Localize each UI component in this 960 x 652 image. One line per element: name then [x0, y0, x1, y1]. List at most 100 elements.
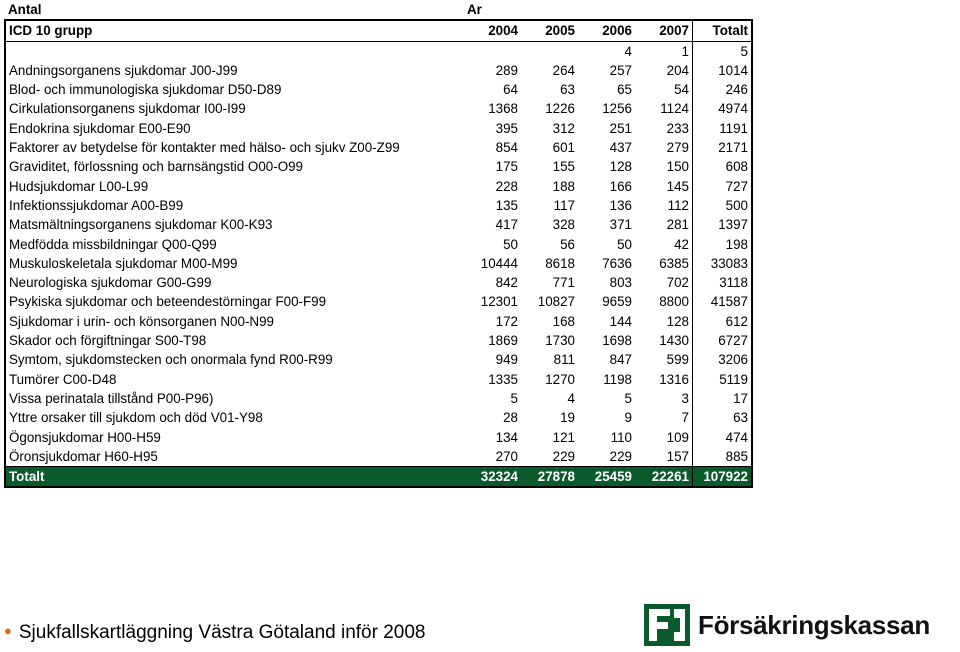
row-value: 257 — [609, 62, 632, 78]
table-row: Medfödda missbildningar Q00-Q99 50 56 50 42 1… — [4, 234, 753, 254]
row-value: 1698 — [602, 333, 632, 349]
row-value: 109 — [635, 427, 693, 447]
row-value: 175 — [495, 159, 518, 175]
row-value: 56 — [560, 236, 575, 252]
bullet-icon: ● — [4, 623, 12, 638]
row-value: 1730 — [545, 333, 575, 349]
row-value: 5 — [510, 390, 518, 406]
row-value: 437 — [609, 140, 632, 156]
table-row: Skador och förgiftningar S00-T98 1869 1730… — [4, 331, 753, 351]
table-row: Matsmältningsorganens sjukdomar K00-K93 4… — [4, 215, 753, 235]
row-label: Graviditet, förlossning och barnsängstid… — [4, 157, 464, 177]
row-value — [521, 41, 578, 61]
row-value: 128 — [609, 159, 632, 175]
table-header-row: ICD 10 grupp 2004 2005 2006 2007 Totalt — [4, 19, 753, 42]
row-value: 842 — [495, 275, 518, 291]
row-label: Medfödda missbildningar Q00-Q99 — [4, 234, 464, 254]
row-value: 1430 — [635, 331, 693, 351]
table-row: Faktorer av betydelse för kontakter med … — [4, 138, 753, 158]
row-value: 229 — [552, 448, 575, 464]
row-value: 135 — [495, 197, 518, 213]
total-row: Totalt 32324 27878 25459 22261 107922 — [4, 466, 753, 489]
row-value: 885 — [692, 446, 753, 467]
icd-statistics-table: Antal Ar ICD 10 grupp 2004 2005 2006 200… — [4, 0, 753, 489]
table-row: Tumörer C00-D48 1335 1270 1198 1316 5119 — [4, 369, 753, 389]
count-label: Antal — [8, 2, 42, 17]
header-2006: 2006 — [578, 19, 635, 42]
total-label: Totalt — [4, 466, 464, 489]
table-row: Andningsorganens sjukdomar J00-J99 289 264… — [4, 60, 753, 81]
forsakringskassan-logo-icon — [644, 604, 690, 646]
row-value: 50 — [503, 236, 518, 252]
row-value: 3118 — [692, 273, 753, 293]
row-value: 6385 — [635, 253, 693, 274]
row-value: 1256 — [602, 101, 632, 117]
row-value: 54 — [635, 80, 693, 100]
row-value: 608 — [692, 157, 753, 177]
row-label: Endokrina sjukdomar E00-E90 — [4, 118, 464, 139]
table-row: Blod- och immunologiska sjukdomar D50-D8… — [4, 80, 753, 100]
row-value: 168 — [552, 313, 575, 329]
row-value: 371 — [609, 217, 632, 233]
header-2004: 2004 — [464, 19, 521, 42]
row-label: Andningsorganens sjukdomar J00-J99 — [4, 60, 464, 81]
row-value: 150 — [635, 157, 693, 177]
row-value: 2171 — [692, 138, 753, 158]
row-value: 157 — [635, 446, 693, 467]
row-value: 17 — [692, 388, 753, 409]
table-row: Cirkulationsorganens sjukdomar I00-I99 13… — [4, 99, 753, 119]
row-value: 1014 — [692, 60, 753, 81]
table-row: Ögonsjukdomar H00-H59 134 121 110 109 474 — [4, 427, 753, 447]
row-value: 417 — [495, 217, 518, 233]
row-value: 601 — [552, 140, 575, 156]
row-value: 134 — [495, 429, 518, 445]
row-label — [4, 41, 464, 61]
row-value: 41587 — [692, 292, 753, 312]
row-value: 9 — [624, 410, 632, 426]
row-value: 7636 — [602, 255, 632, 271]
total-value: 25459 — [578, 466, 635, 489]
row-value: 612 — [692, 311, 753, 332]
header-2007: 2007 — [635, 19, 693, 42]
row-label: Vissa perinatala tillstånd P00-P96) — [4, 388, 464, 409]
row-value: 5 — [624, 390, 632, 406]
row-value: 65 — [617, 82, 632, 98]
row-value: 1335 — [488, 371, 518, 387]
row-value: 117 — [553, 197, 575, 213]
row-label: Muskuloskeletala sjukdomar M00-M99 — [4, 253, 464, 274]
row-value: 264 — [552, 62, 575, 78]
row-value: 4 — [567, 390, 575, 406]
table-row: Vissa perinatala tillstånd P00-P96) 5 4 5 3 1… — [4, 388, 753, 409]
row-value: 4 — [624, 43, 632, 59]
footer-caption-text: Sjukfallskartläggning Västra Götaland in… — [18, 622, 426, 643]
row-value: 8618 — [545, 255, 575, 271]
row-value: 395 — [495, 120, 518, 136]
row-value: 599 — [635, 350, 693, 370]
row-label: Skador och förgiftningar S00-T98 — [4, 331, 464, 351]
logo-wordmark: Försäkringskassan — [698, 609, 930, 640]
row-value: 1270 — [545, 371, 575, 387]
row-value: 64 — [503, 82, 518, 98]
header-2005: 2005 — [521, 19, 578, 42]
row-value: 246 — [692, 80, 753, 100]
row-value: 233 — [635, 118, 693, 139]
row-value: 279 — [635, 138, 693, 158]
row-label: Neurologiska sjukdomar G00-G99 — [4, 273, 464, 293]
row-value: 172 — [495, 313, 518, 329]
row-value: 198 — [692, 234, 753, 254]
statistics-table-container: Antal Ar ICD 10 grupp 2004 2005 2006 200… — [4, 0, 753, 489]
header-total: Totalt — [692, 19, 753, 42]
row-label: Sjukdomar i urin- och könsorganen N00-N9… — [4, 311, 464, 332]
row-value — [464, 41, 521, 61]
row-value: 204 — [635, 60, 693, 81]
row-value: 188 — [552, 178, 575, 194]
row-value: 1869 — [488, 333, 518, 349]
table-row: Symtom, sjukdomstecken och onormala fynd… — [4, 350, 753, 370]
row-label: Ögonsjukdomar H00-H59 — [4, 427, 464, 447]
row-value: 803 — [609, 275, 632, 291]
total-value: 32324 — [464, 466, 521, 489]
row-label: Matsmältningsorganens sjukdomar K00-K93 — [4, 215, 464, 235]
row-value: 8800 — [635, 292, 693, 312]
row-value: 128 — [635, 311, 693, 332]
row-value: 10444 — [480, 255, 518, 271]
